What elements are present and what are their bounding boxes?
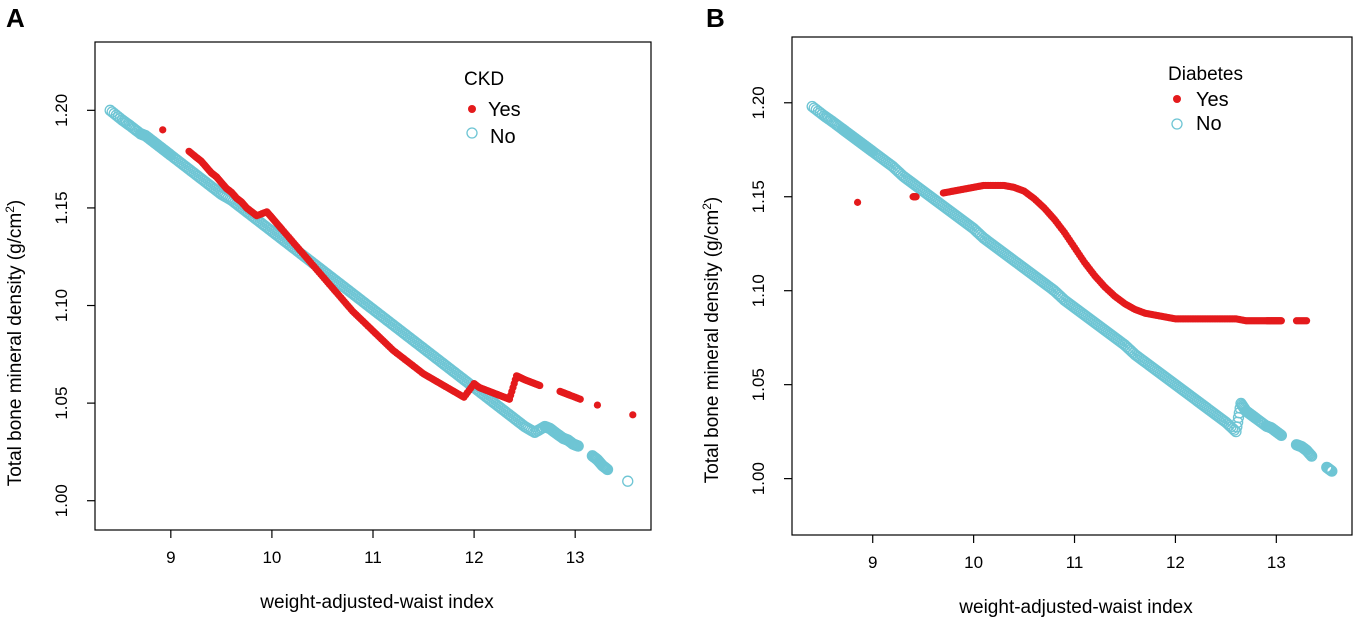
panel-b-legend: Diabetes Yes No [1168,64,1243,135]
panel-b-y-tick-label: 1.15 [749,180,768,213]
panel-a-ticks: 9 10 11 12 13 1.00 1.05 1.10 1.15 1.20 [52,94,585,567]
panel-b-y-tick-label: 1.10 [749,274,768,307]
panel-a: A 9 10 11 12 13 1.00 1.05 1.10 1.15 1.20 weight-a… [3,3,652,613]
panel-b-y-axis-title-close: ) [702,197,723,203]
panel-b-point-yes [1277,317,1285,325]
panel-b-plot-frame [791,36,1353,536]
panel-a-point-yes [576,395,584,403]
panel-b-legend-no-label: No [1196,113,1222,135]
panel-b-point-no [1275,429,1288,442]
panel-a-y-axis-title-superscript: 2 [3,206,17,213]
panel-b-point-no [1326,465,1338,477]
panel-b-legend-title: Diabetes [1168,64,1243,85]
panel-b-y-tick-label: 1.20 [749,86,768,119]
panel-a-point-yes [593,401,602,409]
panel-a-y-axis-title-main: Total bone mineral density (g/cm [5,213,26,487]
panel-b-x-tick-label: 10 [964,553,983,572]
panel-a-x-tick-label: 11 [364,548,382,567]
panel-a-point-no [622,475,634,487]
panel-b-point-no [1305,450,1318,462]
panel-a-point-no [572,440,584,452]
panel-a-legend-yes-label: Yes [488,99,521,121]
panel-b-x-tick-label: 13 [1267,553,1286,572]
panel-b-point-no [1305,449,1317,461]
panel-a-legend-no-marker [466,127,478,139]
panel-b-ticks: 9 10 11 12 13 1.00 1.05 1.10 1.15 1.20 [749,86,1286,572]
panel-b-y-axis-title-superscript: 2 [700,203,714,210]
panel-b-y-axis-title: Total bone mineral density (g/cm2) [700,197,723,484]
panel-a-legend: CKD Yes No [464,69,521,148]
panel-a-x-tick-label: 10 [262,548,281,567]
panel-a-y-tick-label: 1.10 [52,289,71,322]
panel-a-y-tick-label: 1.05 [52,387,71,420]
panel-b-letter: B [706,3,725,33]
panel-b-data-points [806,100,1338,477]
panel-a-legend-no-label: No [490,126,516,148]
panel-a-letter: A [6,3,25,33]
panel-b-y-axis-title-main: Total bone mineral density (g/cm [702,210,723,484]
panel-a-data-points [104,104,637,487]
panel-a-legend-title: CKD [464,69,504,90]
panel-b-legend-yes-marker [1173,95,1181,103]
panel-b: B 9 10 11 12 13 1.00 1.05 1.10 1.15 1.20 weight-a… [700,3,1353,618]
panel-a-y-tick-label: 1.20 [52,94,71,127]
panel-b-point-yes [912,193,920,201]
panel-a-y-axis-title-close: ) [5,200,26,206]
panel-b-point-yes [853,198,862,206]
panel-a-point-no [601,463,614,476]
panel-b-y-tick-label: 1.05 [749,368,768,401]
panel-a-y-axis-title: Total bone mineral density (g/cm2) [3,200,26,487]
panel-b-x-tick-label: 11 [1066,553,1084,572]
panel-a-x-tick-label: 9 [166,548,175,567]
panel-b-x-tick-label: 9 [868,553,877,572]
panel-a-point-yes [159,126,167,134]
panel-b-legend-yes-label: Yes [1196,89,1229,111]
panel-a-legend-yes-marker [468,105,476,113]
panel-b-x-tick-label: 12 [1166,553,1185,572]
panel-a-y-tick-label: 1.15 [52,191,71,224]
panel-a-point-yes [629,411,637,419]
panel-a-x-axis-title: weight-adjusted-waist index [259,592,494,613]
panel-b-point-yes [1302,317,1311,325]
panel-b-y-tick-label: 1.00 [749,462,768,495]
panel-a-x-tick-label: 13 [566,548,585,567]
panel-b-x-axis-title: weight-adjusted-waist index [958,597,1193,618]
panel-b-point-no [1303,447,1315,459]
panel-a-point-yes [536,381,544,390]
panel-a-x-tick-label: 12 [465,548,484,567]
panel-b-point-no [1304,448,1316,460]
panel-a-y-tick-label: 1.00 [52,484,71,517]
panel-b-legend-no-marker [1171,118,1183,130]
panel-b-point-no [1302,446,1314,458]
